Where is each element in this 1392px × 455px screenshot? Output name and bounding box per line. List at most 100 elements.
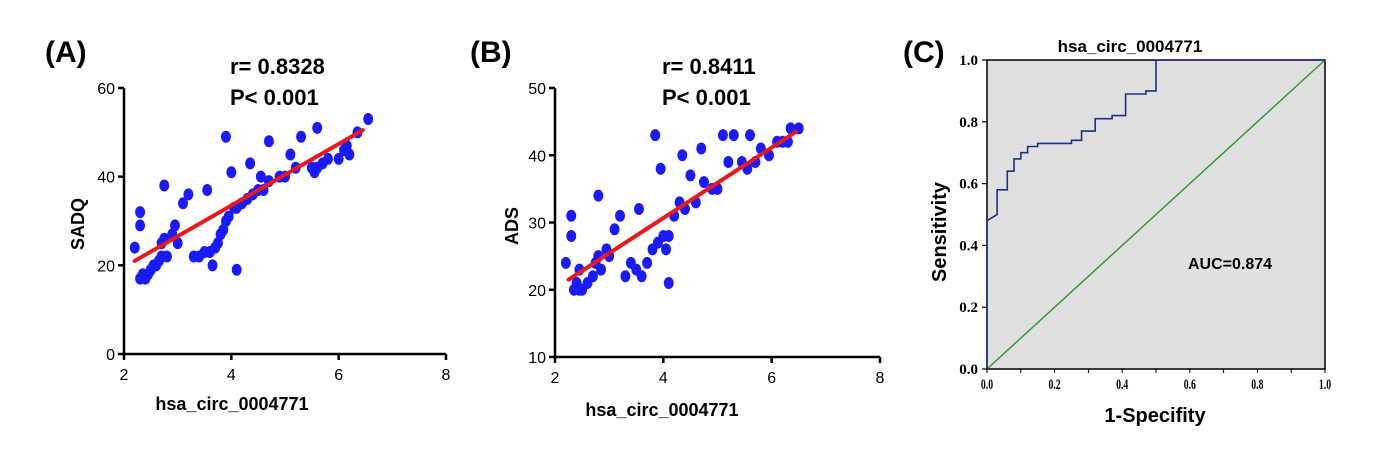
panel-a-data-point [183, 188, 194, 201]
panel-b-data-point [620, 270, 631, 283]
panel-a-x-tick-label: 8 [442, 367, 451, 384]
panel-b-y-axis-label: ADS [502, 207, 522, 245]
panel-c-y-tick-label: 0.8 [959, 115, 978, 131]
panel-a-y-tick-label: 40 [97, 170, 115, 187]
panel-c-y-tick-label: 0.4 [959, 238, 978, 254]
panel-b-y-tick-label: 30 [528, 216, 546, 233]
panel-a-x-axis-label: hsa_circ_0004771 [155, 394, 308, 414]
panel-b-y-tick-label: 10 [528, 350, 546, 367]
panel-a-y-tick-label: 60 [97, 81, 115, 98]
panel-b-x-tick-label: 8 [876, 370, 885, 387]
panel-b-data-point [636, 270, 647, 283]
panel-b-data-point [728, 129, 739, 142]
panel-b-data-point [745, 129, 755, 142]
panel-c-y-tick-label: 0.0 [959, 362, 978, 378]
panel-b-data-point [633, 203, 644, 216]
panel-c-title: hsa_circ_0004771 [1058, 37, 1203, 56]
panel-a-data-point [220, 130, 231, 143]
panel-c-auc-annotation: AUC=0.874 [1188, 256, 1272, 273]
panel-b-regression-line [566, 129, 799, 282]
panel-c-x-tick-label: 0.4 [1116, 376, 1128, 392]
panel-b-plot-area: 2 4 6 8 10 20 30 40 50 [528, 81, 884, 387]
panel-a-y-tick-label: 20 [97, 258, 115, 275]
panel-b-data-point [596, 263, 607, 276]
panel-a-data-point [322, 152, 333, 165]
panel-a-data-point [223, 210, 234, 223]
panel-b-data-point [609, 223, 620, 236]
panel-b-scatter: (B) r= 0.8411 P< 0.001 hsa_circ_0004771 … [470, 36, 885, 420]
panel-a-data-point [344, 148, 355, 161]
panel-a-data-point [129, 241, 140, 254]
panel-a-data-point [207, 259, 218, 272]
panel-b-data-point [723, 155, 734, 168]
panel-a-scatter: (A) r= 0.8328 P< 0.001 hsa_circ_0004771 … [45, 36, 451, 414]
panel-b-data-point [566, 229, 577, 242]
panel-b-label: (B) [470, 36, 512, 69]
panel-a-x-tick-label: 6 [334, 367, 343, 384]
panel-c-y-tick-label: 1.0 [959, 53, 978, 69]
panel-b-y-tick-label: 50 [528, 81, 546, 98]
panel-a-data-point [285, 148, 296, 161]
panel-a-data-point [263, 135, 274, 148]
panel-a-data-point [296, 130, 307, 143]
panel-a-p-value: P< 0.001 [230, 85, 319, 110]
panel-b-data-point [663, 277, 674, 290]
panel-b-data-point [615, 209, 625, 222]
panel-b-data-point [566, 209, 577, 222]
panel-c-x-axis-label: 1-Specifity [1104, 405, 1206, 427]
panel-a-data-point [333, 152, 344, 165]
panel-c-y-axis-label: Sensitivity [929, 181, 951, 282]
panel-b-x-axis-label: hsa_circ_0004771 [585, 400, 738, 420]
panel-b-x-tick-label: 4 [659, 370, 668, 387]
panel-a-y-tick-label: 0 [106, 347, 115, 364]
panel-b-data-point [661, 243, 672, 256]
panel-a-data-point [161, 250, 172, 263]
panel-b-data-point [587, 270, 598, 283]
panel-c-x-tick-label: 0.2 [1049, 376, 1061, 392]
panel-b-data-point [677, 149, 688, 162]
panel-a-regression-line [132, 128, 365, 263]
panel-a-y-axis-label: SADQ [68, 198, 88, 250]
panel-b-data-point [642, 256, 653, 269]
panel-b-x-tick-label: 2 [551, 370, 560, 387]
panel-a-x-tick-label: 4 [227, 367, 236, 384]
panel-b-data-point [696, 142, 707, 155]
panel-a-data-point [169, 219, 180, 232]
panel-a-data-point [172, 237, 183, 250]
panel-c-y-tick-label: 0.2 [959, 300, 978, 316]
panel-b-data-point [698, 176, 709, 189]
panel-a-data-point [255, 170, 266, 183]
panel-c-x-tick-label: 0.0 [981, 376, 993, 392]
panel-a-x-tick-label: 2 [120, 367, 129, 384]
panel-a-data-point [363, 113, 374, 126]
panel-c-y-tick-label: 0.6 [959, 177, 978, 193]
panel-c-plot-area: 0.0 0.2 0.4 0.6 0.8 1.0 0.0 0.2 0.4 0.6 0.8 1.0 [959, 53, 1331, 393]
panel-c-x-tick-label: 0.6 [1184, 376, 1196, 392]
panel-c-reference-line [986, 59, 1326, 370]
panel-a-data-point [135, 219, 146, 232]
panel-b-y-tick-label: 40 [528, 148, 546, 165]
panel-b-data-point [655, 162, 666, 175]
panel-a-data-point [159, 179, 170, 192]
panel-c-label: (C) [903, 36, 945, 69]
panel-a-data-point [245, 157, 256, 170]
panel-b-data-point [663, 229, 674, 242]
panel-b-data-point [560, 256, 571, 269]
panel-a-plot-area: 2 4 6 8 0 20 40 60 [97, 81, 450, 384]
panel-b-data-point [650, 129, 661, 142]
panel-a-data-point [226, 166, 237, 179]
panel-b-y-tick-label: 20 [528, 283, 546, 300]
panel-a-label: (A) [45, 36, 87, 69]
panel-a-r-value: r= 0.8328 [230, 54, 325, 79]
panel-b-data-point [685, 169, 696, 182]
panel-a-data-point [178, 197, 189, 210]
panel-a-data-point [231, 263, 242, 276]
panel-a-data-point [202, 183, 213, 196]
panel-c-roc-curve [986, 59, 1325, 369]
panel-a-data-point [312, 121, 323, 134]
panel-b-r-value: r= 0.8411 [662, 54, 756, 79]
panel-c-roc: (C) hsa_circ_0004771 1-Specifity Sensiti… [903, 36, 1331, 427]
panel-b-data-point [593, 189, 604, 202]
panel-c-x-tick-label: 0.8 [1251, 376, 1263, 392]
